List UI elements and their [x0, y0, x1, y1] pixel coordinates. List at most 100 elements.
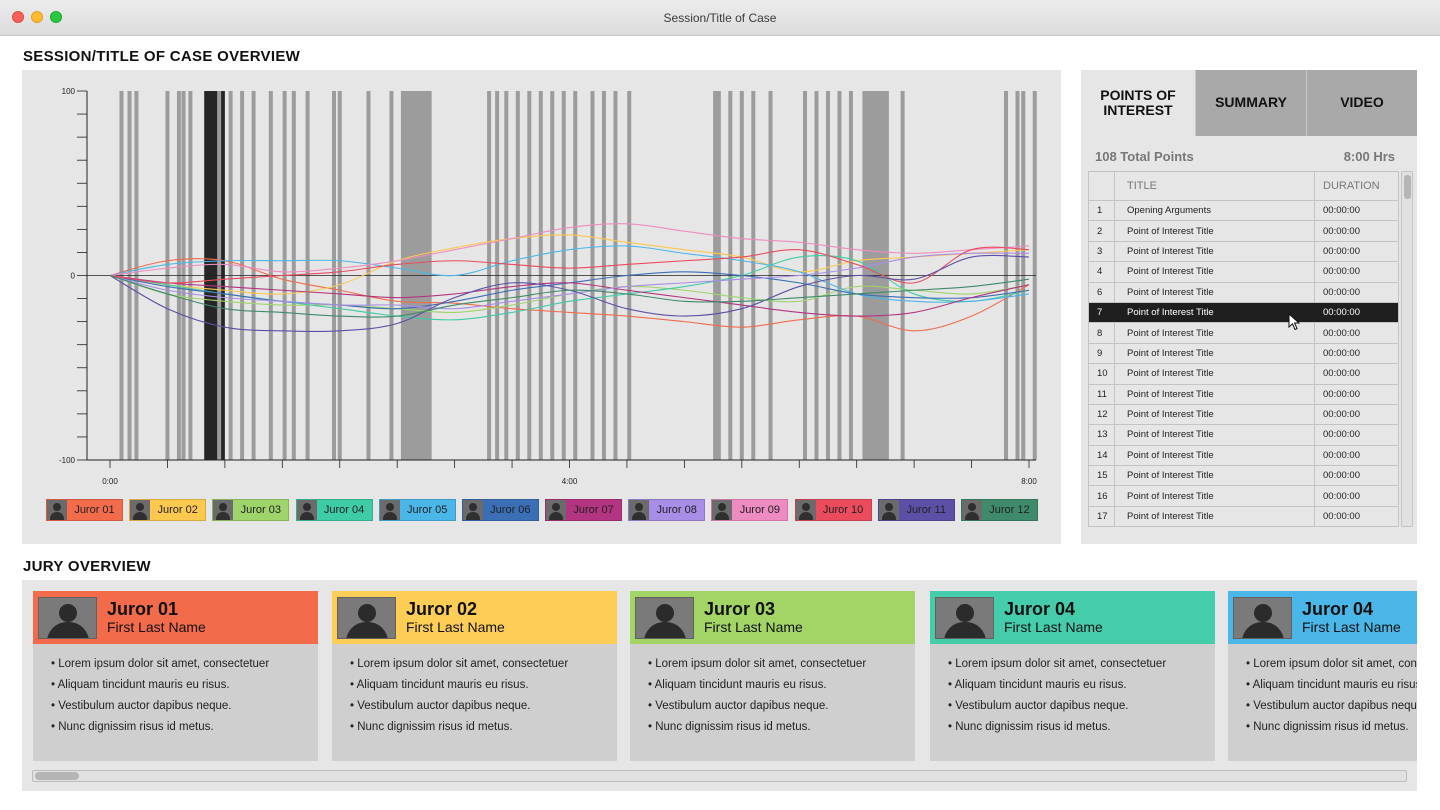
table-row[interactable]: 13 Point of Interest Title 00:00:00 — [1089, 425, 1398, 446]
mouse-pointer-icon — [1288, 313, 1301, 331]
legend-label: Juror 03 — [240, 504, 282, 516]
legend-item-juror-08[interactable]: Juror 08 — [628, 499, 706, 521]
series-line-juror-09[interactable] — [109, 223, 1030, 277]
row-title: Point of Interest Title — [1115, 343, 1315, 364]
legend-item-juror-10[interactable]: Juror 10 — [794, 499, 872, 521]
column-header-title[interactable]: TITLE — [1115, 172, 1315, 200]
legend-item-juror-06[interactable]: Juror 06 — [461, 499, 539, 521]
table-row[interactable]: 6 Point of Interest Title 00:00:00 — [1089, 282, 1398, 303]
jury-scroll-thumb[interactable] — [35, 772, 79, 780]
juror-name: Juror 03 — [704, 599, 776, 619]
row-duration: 00:00:00 — [1323, 470, 1360, 482]
legend-label: Juror 08 — [656, 504, 697, 516]
row-title: Point of Interest Title — [1115, 221, 1315, 241]
avatar-icon — [379, 500, 400, 520]
series-line-juror-12[interactable] — [109, 274, 1030, 318]
legend-label: Juror 10 — [822, 504, 864, 516]
row-number: 7 — [1089, 302, 1115, 323]
minimize-window-button[interactable] — [31, 11, 43, 23]
table-row[interactable]: 2 Point of Interest Title 00:00:00 — [1089, 221, 1398, 242]
row-duration: 00:00:00 — [1323, 266, 1360, 278]
total-points: 108 Total Points — [1095, 149, 1194, 164]
jury-horizontal-scrollbar[interactable] — [32, 770, 1407, 782]
table-row[interactable]: 16 Point of Interest Title 00:00:00 — [1089, 486, 1398, 507]
table-row[interactable]: 17 Point of Interest Title 00:00:00 — [1089, 506, 1398, 526]
legend-item-juror-07[interactable]: Juror 07 — [545, 499, 623, 521]
poi-table-header: TITLE DURATION — [1089, 172, 1398, 201]
row-duration: 00:00:00 — [1323, 429, 1360, 441]
row-title: Point of Interest Title — [1115, 425, 1315, 445]
juror-avatar-icon — [337, 596, 396, 639]
row-number: 6 — [1089, 282, 1115, 302]
table-row[interactable]: 7 Point of Interest Title 00:00:00 — [1089, 302, 1398, 324]
column-header-number[interactable] — [1089, 172, 1115, 200]
juror-note: Vestibulum auctor dapibus neque. — [648, 696, 915, 717]
series-line-juror-07[interactable] — [109, 274, 1030, 317]
poi-table-scrollbar[interactable] — [1401, 171, 1413, 527]
juror-card-header: Juror 01 First Last Name — [33, 591, 318, 644]
juror-avatar-icon — [935, 596, 994, 639]
table-row[interactable]: 11 Point of Interest Title 00:00:00 — [1089, 384, 1398, 405]
tab-video[interactable]: VIDEO — [1306, 70, 1417, 136]
row-number: 1 — [1089, 201, 1115, 221]
legend-item-juror-09[interactable]: Juror 09 — [711, 499, 789, 521]
table-row[interactable]: 8 Point of Interest Title 00:00:00 — [1089, 323, 1398, 344]
juror-note: Nunc dignissim risus id metus. — [948, 717, 1215, 738]
row-title: Point of Interest Title — [1115, 384, 1315, 404]
juror-full-name: First Last Name — [406, 619, 505, 635]
juror-note: Aliquam tincidunt mauris eu risus. — [948, 675, 1215, 696]
row-duration: 00:00:00 — [1323, 347, 1360, 359]
table-row[interactable]: 15 Point of Interest Title 00:00:00 — [1089, 466, 1398, 487]
row-number: 9 — [1089, 343, 1115, 364]
series-line-juror-08[interactable] — [109, 252, 1030, 310]
avatar-icon — [961, 500, 982, 520]
window-title: Session/Title of Case — [663, 11, 777, 25]
juror-note: Vestibulum auctor dapibus neque. — [1246, 696, 1417, 717]
avatar-icon — [629, 500, 650, 520]
legend-item-juror-03[interactable]: Juror 03 — [212, 499, 290, 521]
legend-item-juror-12[interactable]: Juror 12 — [960, 499, 1038, 521]
series-line-juror-02[interactable] — [109, 234, 1030, 295]
avatar-icon — [712, 500, 733, 520]
close-window-button[interactable] — [12, 11, 24, 23]
column-header-duration[interactable]: DURATION — [1323, 180, 1380, 192]
poi-table-scroll-thumb[interactable] — [1404, 175, 1411, 199]
series-line-juror-05[interactable] — [109, 245, 1030, 303]
juror-notes: Lorem ipsum dolor sit amet, consectetuer… — [630, 644, 915, 738]
tab-points-of-interest[interactable]: POINTS OF INTEREST — [1081, 70, 1195, 136]
row-title: Point of Interest Title — [1115, 241, 1315, 262]
row-title: Point of Interest Title — [1115, 364, 1315, 384]
legend-item-juror-11[interactable]: Juror 11 — [877, 499, 955, 521]
tab-summary[interactable]: SUMMARY — [1195, 70, 1306, 136]
row-duration: 00:00:00 — [1323, 511, 1360, 523]
maximize-window-button[interactable] — [50, 11, 62, 23]
table-row[interactable]: 1 Opening Arguments 00:00:00 — [1089, 201, 1398, 222]
juror-note: Lorem ipsum dolor sit amet, consectetuer — [350, 654, 617, 675]
table-row[interactable]: 4 Point of Interest Title 00:00:00 — [1089, 262, 1398, 283]
row-title: Point of Interest Title — [1115, 323, 1315, 343]
juror-full-name: First Last Name — [1004, 619, 1103, 635]
series-line-juror-01[interactable] — [109, 258, 1030, 332]
row-title: Point of Interest Title — [1115, 404, 1315, 425]
juror-full-name: First Last Name — [704, 619, 803, 635]
legend-item-juror-05[interactable]: Juror 05 — [378, 499, 456, 521]
legend-item-juror-01[interactable]: Juror 01 — [46, 499, 123, 521]
legend-item-juror-02[interactable]: Juror 02 — [129, 499, 207, 521]
sentiment-chart[interactable]: 100 0 -100 0:00 4:00 8:00 — [22, 70, 1061, 495]
legend-label: Juror 02 — [157, 504, 198, 516]
table-row[interactable]: 9 Point of Interest Title 00:00:00 — [1089, 343, 1398, 365]
row-duration: 00:00:00 — [1323, 286, 1360, 298]
table-row[interactable]: 3 Point of Interest Title 00:00:00 — [1089, 241, 1398, 263]
table-row[interactable]: 10 Point of Interest Title 00:00:00 — [1089, 364, 1398, 385]
table-row[interactable]: 14 Point of Interest Title 00:00:00 — [1089, 445, 1398, 467]
table-row[interactable]: 12 Point of Interest Title 00:00:00 — [1089, 404, 1398, 426]
series-line-juror-10[interactable] — [109, 246, 1030, 284]
juror-note: Nunc dignissim risus id metus. — [648, 717, 915, 738]
row-duration: 00:00:00 — [1323, 307, 1360, 319]
legend-item-juror-04[interactable]: Juror 04 — [295, 499, 373, 521]
